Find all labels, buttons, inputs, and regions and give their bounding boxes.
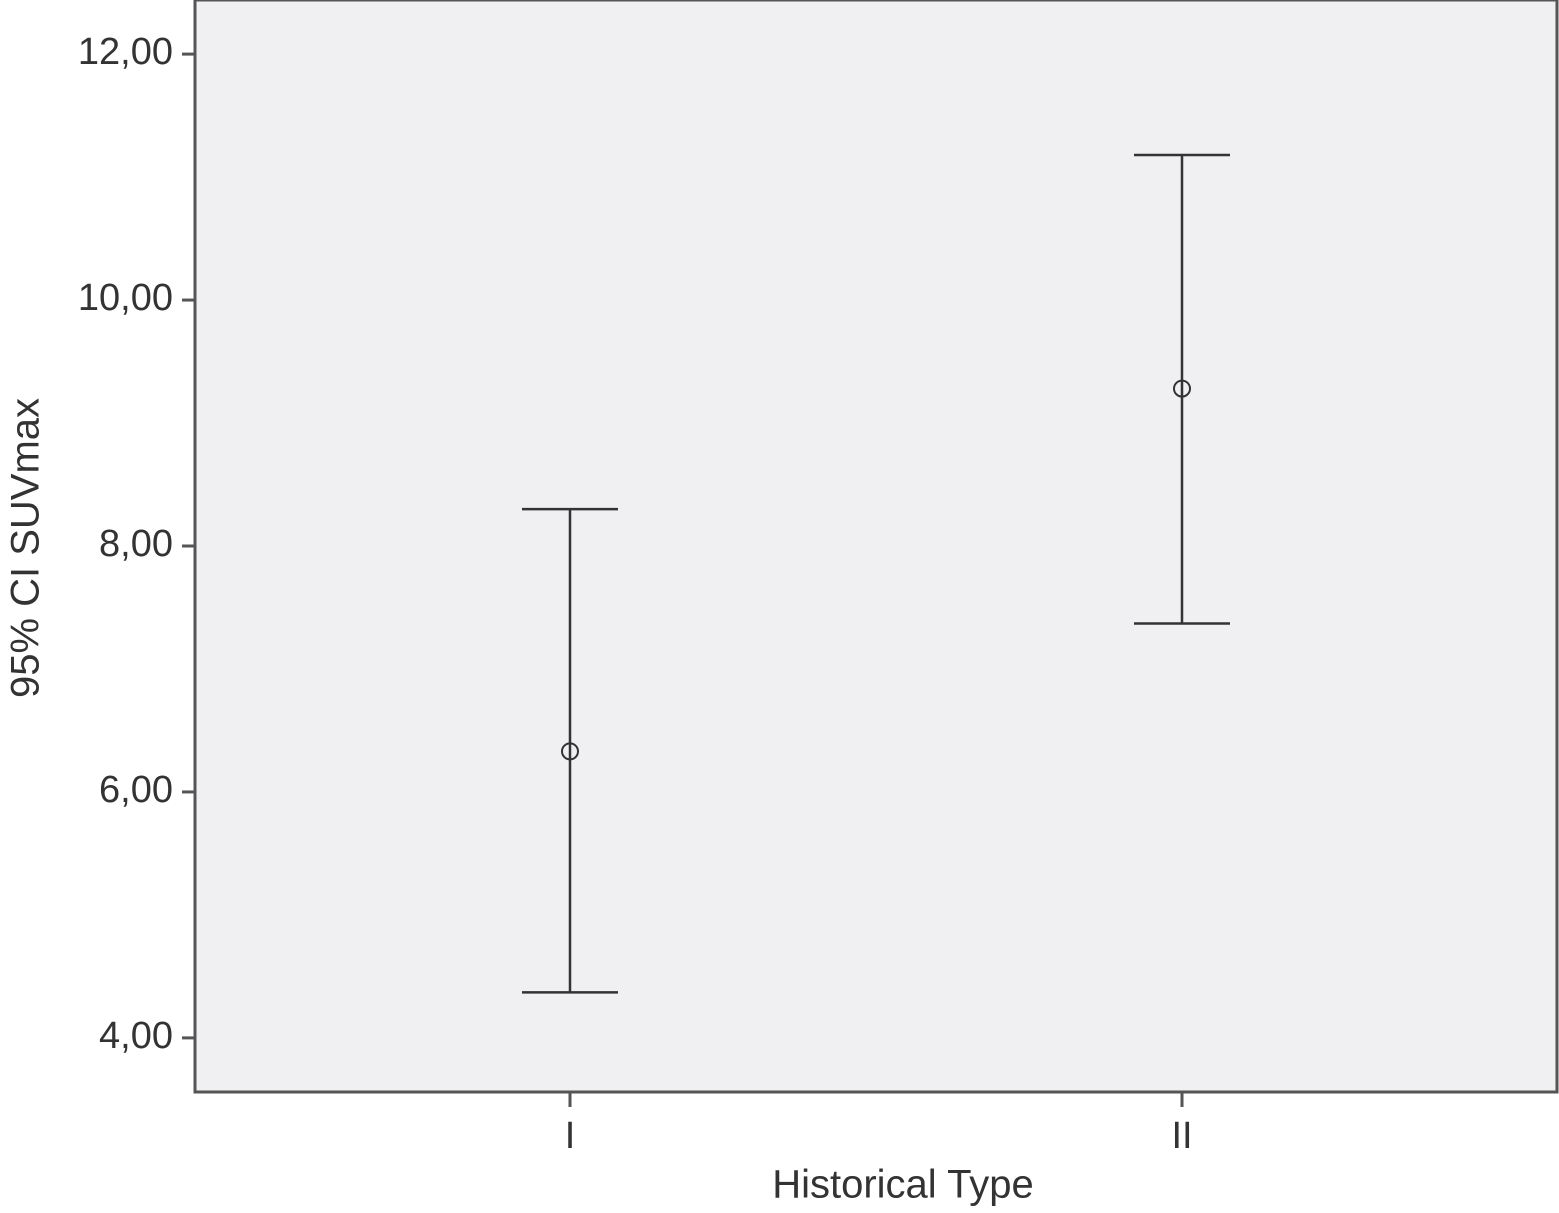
y-tick-label: 4,00 [99,1015,173,1057]
mean-marker [1173,379,1191,398]
y-axis-title: 95% CI SUVmax [4,398,48,698]
y-tick-label: 6,00 [99,769,173,811]
y-tick-label: 12,00 [78,31,173,73]
y-tick-label: 8,00 [99,523,173,565]
x-tick-label: I [565,1115,576,1157]
mean-marker [561,742,579,761]
plot-area [193,0,1559,1094]
y-tick-label: 10,00 [78,277,173,319]
x-tick-label: II [1171,1115,1192,1157]
x-axis-title: Historical Type [772,1163,1034,1207]
